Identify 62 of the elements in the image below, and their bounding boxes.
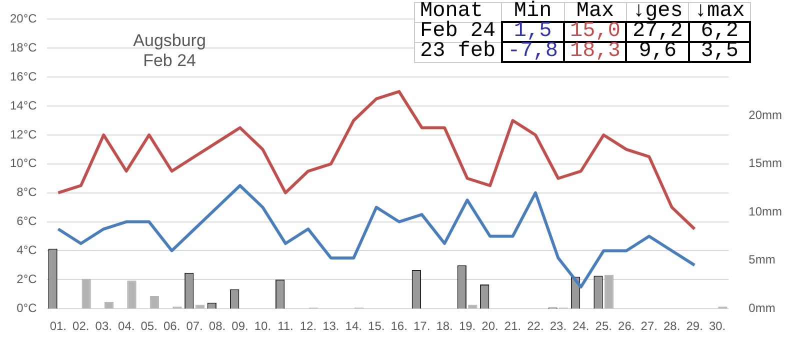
x-tick-label: 06.	[163, 319, 180, 334]
annotation: ↓max	[688, 0, 750, 23]
x-tick-label: 22.	[527, 319, 544, 334]
annotation: ↓ges	[626, 0, 689, 23]
x-tick-label: 28.	[663, 319, 680, 334]
y2-tick-label: 5mm	[748, 252, 776, 267]
x-tick-label: 04.	[118, 319, 135, 334]
x-tick-label: 27.	[640, 319, 658, 334]
y-tick-label: 12°C	[10, 127, 38, 142]
y2-tick-label: 0mm	[748, 300, 776, 315]
x-tick-label: 07.	[186, 319, 203, 334]
y-tick-label: 2°C	[16, 272, 38, 286]
y2-tick-label: 10mm	[748, 204, 782, 218]
y2-tick-label: 15mm	[748, 156, 782, 170]
annotation: 1,5	[502, 20, 564, 43]
x-tick-label: 18.	[436, 319, 453, 334]
bar	[127, 280, 136, 309]
x-tick-label: 30.	[708, 319, 726, 334]
annotation: -7,8	[502, 40, 564, 63]
y-tick-label: 8°C	[16, 185, 38, 200]
y-tick-label: 18°C	[10, 40, 38, 54]
annotation: 23 feb	[414, 40, 502, 63]
y2-tick-label: 20mm	[748, 108, 782, 122]
y-tick-label: 4°C	[16, 243, 38, 258]
x-tick-label: 08.	[208, 319, 226, 334]
annotation: Min	[502, 0, 564, 23]
x-tick-label: 29.	[686, 319, 703, 334]
x-tick-label: 16.	[390, 319, 408, 334]
y-tick-label: 20°C	[10, 12, 38, 26]
x-tick-label: 26.	[618, 319, 635, 334]
x-tick-label: 09.	[232, 319, 248, 334]
x-tick-label: 21.	[504, 319, 522, 334]
x-tick-label: 10.	[254, 319, 272, 334]
x-tick-label: 13.	[322, 319, 340, 334]
x-tick-label: 24.	[572, 319, 590, 334]
annotation: Max	[564, 0, 626, 23]
bar	[195, 304, 205, 309]
y-tick-label: 14°C	[10, 98, 38, 112]
bar	[82, 278, 91, 309]
y-tick-label: 16°C	[10, 69, 38, 84]
text: Feb 24	[143, 50, 196, 70]
y-tick-label: 10°C	[10, 156, 38, 170]
x-tick-label: 19.	[458, 319, 476, 334]
text: Augsburg	[133, 30, 206, 50]
y-tick-label: 6°C	[16, 214, 38, 228]
x-tick-label: 03.	[95, 319, 112, 334]
x-tick-label: 12.	[300, 319, 317, 334]
x-tick-label: 20.	[482, 319, 498, 334]
x-tick-label: 11.	[278, 319, 294, 334]
x-tick-label: 23.	[550, 319, 567, 334]
annotation: 18,3	[564, 40, 626, 63]
annotation: 15,0	[564, 20, 626, 43]
bar	[604, 274, 614, 309]
x-tick-label: 02.	[72, 319, 90, 334]
x-tick-label: 01.	[50, 319, 67, 334]
x-tick-label: 17.	[413, 319, 430, 334]
bar	[468, 304, 478, 309]
x-tick-label: 05.	[140, 319, 158, 334]
x-tick-label: 15.	[368, 319, 385, 334]
x-tick-label: 25.	[595, 319, 612, 334]
x-tick-label: 14.	[345, 319, 362, 334]
y-tick-label: 0°C	[16, 300, 38, 315]
